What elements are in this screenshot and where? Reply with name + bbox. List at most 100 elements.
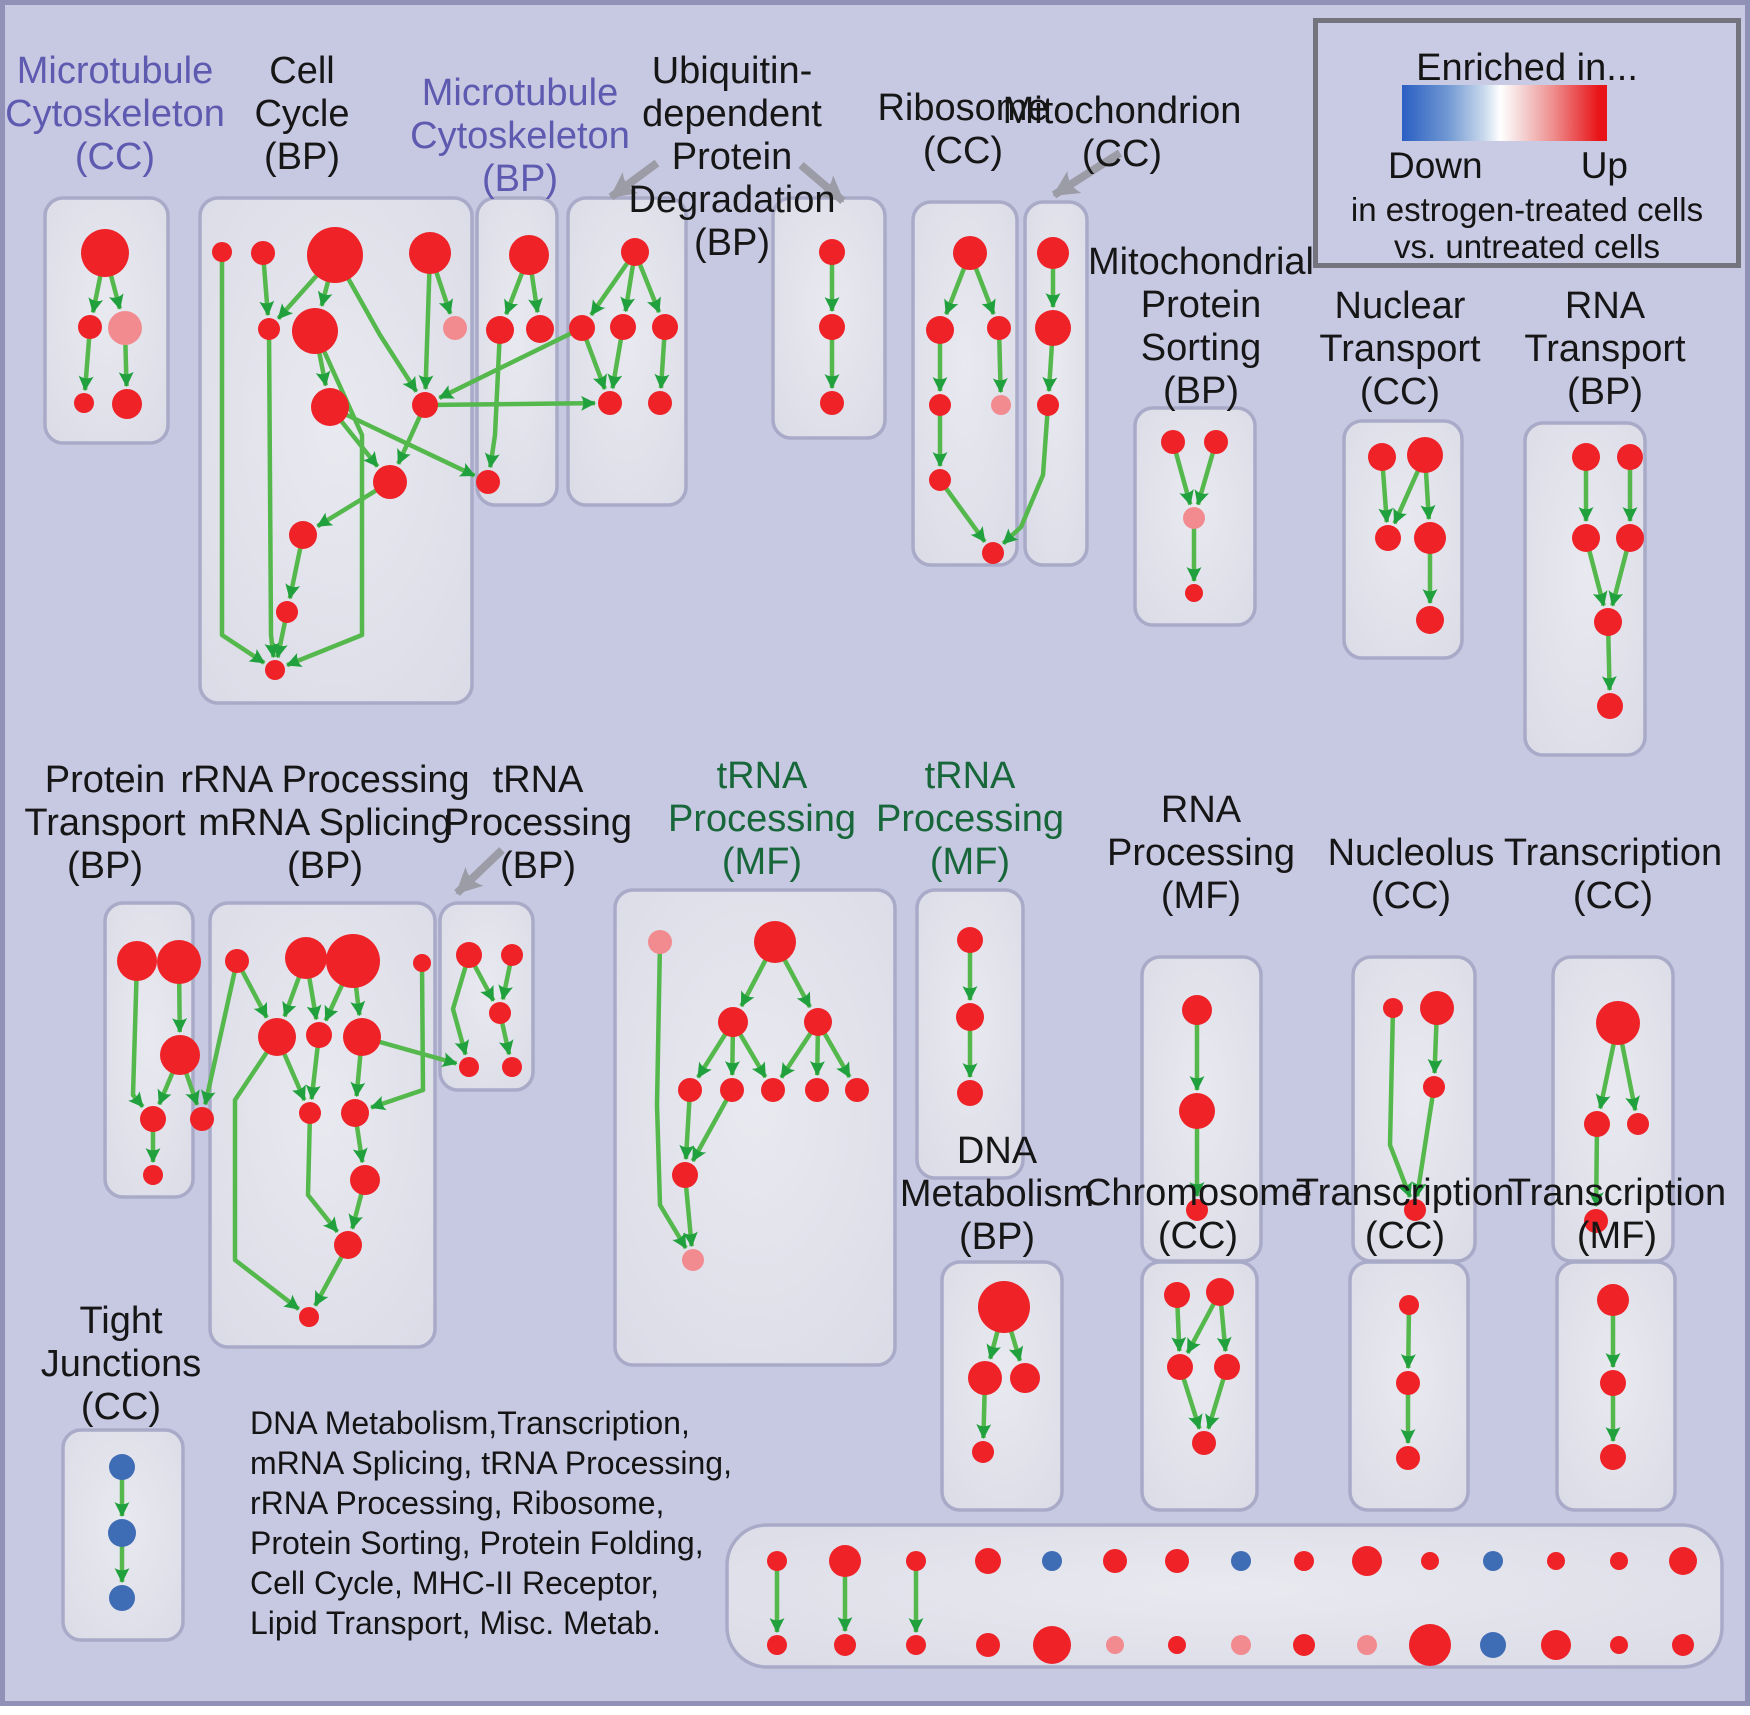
- node-nucleolus-cc.p2: [1420, 991, 1454, 1025]
- cluster-label-mps-bp-line1: Protein: [1141, 284, 1261, 326]
- node-pt-bp.k4: [140, 1106, 166, 1132]
- node-misc.b3t: [906, 1551, 926, 1571]
- node-mt-cc.n2: [78, 315, 102, 339]
- node-trna-mf-1.mc2: [682, 1249, 704, 1271]
- cluster-label-dnam-bp-line1: Metabolism: [900, 1173, 1094, 1215]
- node-trna-mf-2.nn2: [956, 1003, 984, 1031]
- node-nt-cc.i2: [1407, 437, 1443, 473]
- node-rrna-bp.l4: [413, 954, 431, 972]
- node-cc-bp.c2: [251, 241, 275, 265]
- cluster-label-cc-bp-line1: Cycle: [254, 93, 349, 135]
- edge-mt-bp-m2-m4: [484, 329, 503, 469]
- node-trna-bp.tb3: [489, 1002, 511, 1024]
- node-misc.b11b: [1409, 1624, 1451, 1666]
- node-ub-bp.d1: [621, 238, 649, 266]
- cluster-label-tr-mf-line0: Transcription: [1508, 1172, 1726, 1214]
- edge-rrna-bp-l8-l11: [305, 1112, 340, 1234]
- label-pointer-arrow-0: [608, 159, 660, 201]
- node-rt-bp.j5: [1594, 608, 1622, 636]
- node-trna-mf-1.mm2: [754, 921, 796, 963]
- network-graph: MicrotubuleCytoskeleton(CC)CellCycle(BP)…: [5, 50, 1726, 1669]
- cross-edge-ub-bp.d2-cc-bp.c9: [438, 325, 583, 400]
- cluster-label-rrna-bp-line0: rRNA Processing: [180, 759, 469, 801]
- cluster-label-dnam-bp-line0: DNA: [957, 1130, 1038, 1172]
- cross-edge-rrna-bp.l1-pt-bp.k5: [200, 960, 240, 1106]
- node-nucleolus-cc.p4: [1404, 1199, 1426, 1221]
- node-tr-cc-top.q1: [1596, 1001, 1640, 1045]
- node-ribosome-cc.r3: [987, 316, 1011, 340]
- node-ub2.e3: [820, 391, 844, 415]
- summary-line: Protein Sorting, Protein Folding,: [250, 1525, 704, 1561]
- node-nt-cc.i4: [1414, 522, 1446, 554]
- edge-cc-bp-c4-c9: [418, 252, 434, 391]
- node-misc.b11t: [1421, 1552, 1439, 1570]
- node-mt-bp.m2: [486, 316, 514, 344]
- label-layer: MicrotubuleCytoskeleton(CC)CellCycle(BP)…: [5, 50, 1726, 1428]
- node-cc-bp.c3: [307, 227, 363, 283]
- legend-axis-labels: Down Up: [1388, 145, 1628, 187]
- node-chr-cc.s5: [1192, 1431, 1216, 1455]
- cluster-label-nucleolus-cc-line0: Nucleolus: [1328, 832, 1495, 874]
- node-ub2.e2: [819, 314, 845, 340]
- node-misc.b15t: [1669, 1547, 1697, 1575]
- node-mt-cc.n5: [112, 389, 142, 419]
- node-trna-mf-1.mb3: [761, 1078, 785, 1102]
- node-dnam-bp.rr4: [972, 1441, 994, 1463]
- cluster-label-chr-cc-line0: Chromosome: [1084, 1172, 1312, 1214]
- cluster-label-trna-bp-line1: Processing: [444, 802, 632, 844]
- node-trna-mf-2.nn3: [957, 1080, 983, 1106]
- node-chr-cc.s3: [1167, 1354, 1193, 1380]
- node-ub-bp.d4: [652, 314, 678, 340]
- cluster-label-mps-bp-line0: Mitochondrial: [1088, 241, 1314, 283]
- node-rrna-bp.l11: [334, 1231, 362, 1259]
- node-misc.b12b: [1480, 1632, 1506, 1658]
- cluster-label-rt-bp-line0: RNA: [1565, 285, 1646, 327]
- cluster-label-nucleolus-cc-line1: (CC): [1371, 875, 1451, 917]
- cluster-label-ub-bp-line4: (BP): [694, 222, 770, 264]
- node-rrna-bp.l3: [326, 934, 380, 988]
- node-pt-bp.k6: [143, 1165, 163, 1185]
- cluster-label-mito-cc-line1: (CC): [1082, 133, 1162, 175]
- node-mt-cc.n3: [108, 311, 142, 345]
- cluster-label-trna-bp-line2: (BP): [500, 845, 576, 887]
- node-trna-bp.tb2: [501, 944, 523, 966]
- node-mito-cc.g1: [1037, 237, 1069, 269]
- legend-subtitle-1: in estrogen-treated cells: [1350, 191, 1704, 228]
- edge-tr-cc-bottom-t1-t2: [1400, 1304, 1416, 1370]
- node-tr-mf.u2: [1600, 1370, 1626, 1396]
- node-mt-bp.m4: [476, 470, 500, 494]
- legend: Enriched in... Down Up in estrogen-treat…: [1313, 18, 1741, 268]
- node-dnam-bp.rr1: [978, 1281, 1030, 1333]
- cluster-box-dnam-bp: [940, 1260, 1064, 1512]
- edge-pt-bp-k1-k4: [128, 960, 145, 1109]
- edge-ribosome-cc-r6-r7: [938, 478, 987, 543]
- legend-up-label: Up: [1580, 145, 1628, 186]
- node-cc-bp.c7: [443, 316, 467, 340]
- node-cc-bp.c1: [212, 242, 232, 262]
- node-pt-bp.k2: [157, 940, 201, 984]
- node-rrna-bp.l1: [225, 949, 249, 973]
- node-misc.b10b: [1357, 1635, 1377, 1655]
- cluster-label-rnap-mf-line0: RNA: [1161, 789, 1242, 831]
- cluster-box-misc: [725, 1523, 1724, 1669]
- node-trna-mf-1.mb1: [678, 1078, 702, 1102]
- node-misc.b9b: [1293, 1634, 1315, 1656]
- cluster-label-nt-cc-line1: Transport: [1319, 328, 1481, 370]
- node-misc.b13t: [1547, 1552, 1565, 1570]
- node-misc.b12t: [1483, 1551, 1503, 1571]
- node-rt-bp.j4: [1616, 524, 1644, 552]
- node-tr-cc-top.q2: [1584, 1111, 1610, 1137]
- cluster-label-pt-bp-line1: Transport: [24, 802, 186, 844]
- cluster-label-ribosome-cc-line1: (CC): [923, 130, 1003, 172]
- cluster-label-tr-mf-line1: (MF): [1577, 1215, 1657, 1257]
- node-pt-bp.k5: [190, 1107, 214, 1131]
- node-rrna-bp.l8: [299, 1102, 321, 1124]
- cluster-label-mt-bp-line0: Microtubule: [422, 72, 618, 114]
- node-ribosome-cc.r6: [929, 469, 951, 491]
- node-misc.b6b: [1106, 1636, 1124, 1654]
- node-tr-mf.u3: [1600, 1444, 1626, 1470]
- cluster-label-cc-bp-line2: (BP): [264, 136, 340, 178]
- node-trna-bp.tb4: [502, 1057, 522, 1077]
- node-rrna-bp.l2: [285, 937, 327, 979]
- cluster-label-rrna-bp-line2: (BP): [287, 845, 363, 887]
